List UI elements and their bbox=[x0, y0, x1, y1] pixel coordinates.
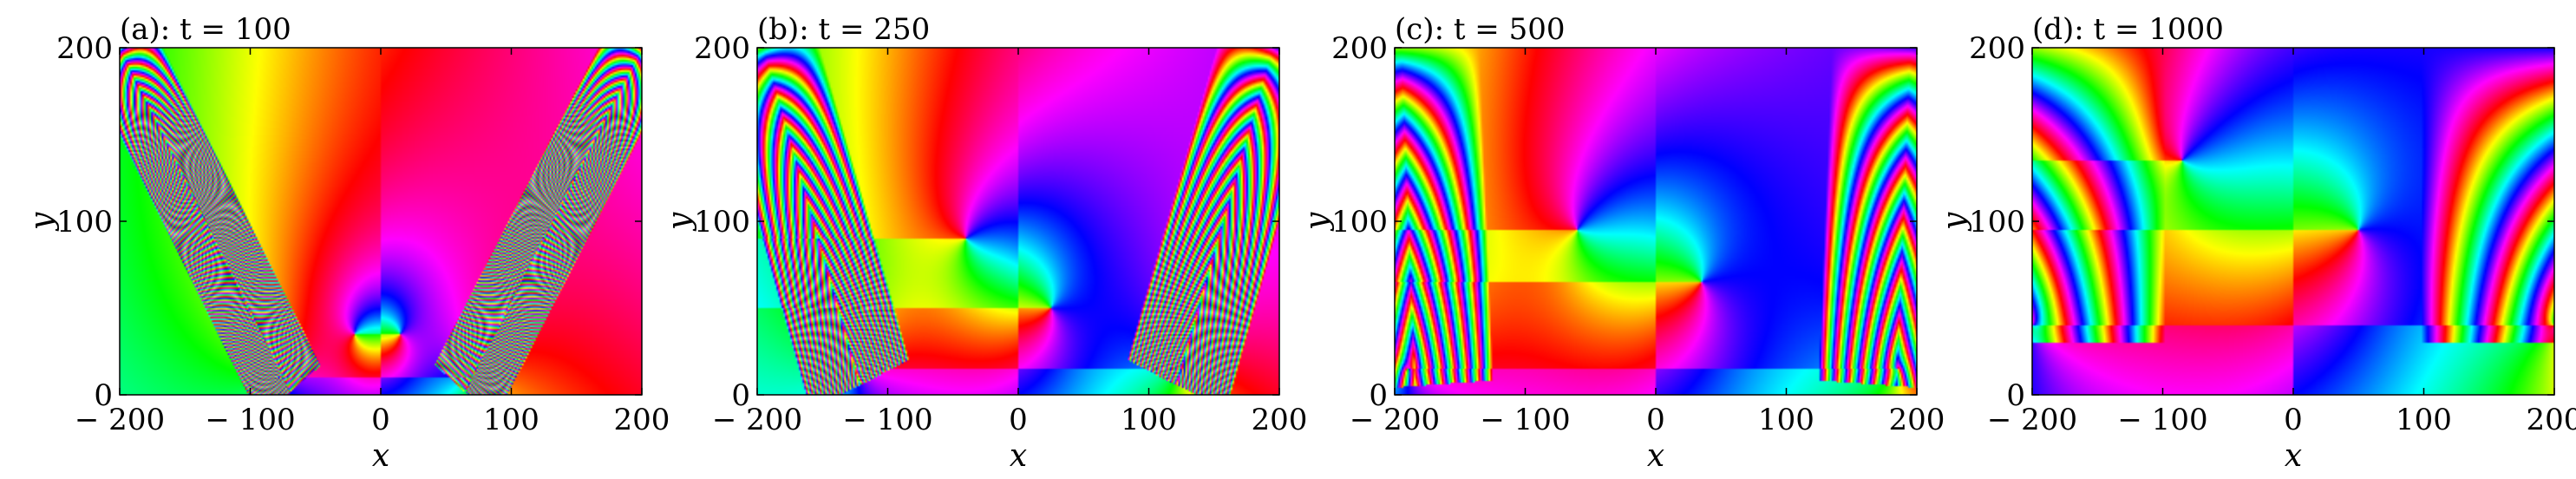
y-axis-label-2: y bbox=[662, 212, 697, 232]
x-tick-label-4-3: 0 bbox=[2284, 403, 2303, 437]
y-tick-label-4-2: 100 bbox=[1969, 205, 2025, 240]
x-tick-label-1-3: 0 bbox=[371, 403, 390, 437]
x-tick-label-2-3: 0 bbox=[1009, 403, 1028, 437]
x-axis-label-3: x bbox=[1647, 438, 1664, 474]
y-tick-label-3-3: 200 bbox=[1331, 31, 1388, 66]
x-tick-label-3-4: 100 bbox=[1758, 403, 1814, 437]
x-tick-label-4-1: − 200 bbox=[1987, 403, 2077, 437]
panel-title-4: (d): t = 1000 bbox=[2032, 12, 2224, 47]
y-tick-label-1-1: 0 bbox=[94, 378, 113, 413]
x-tick-label-2-5: 200 bbox=[1252, 403, 1308, 437]
phase-field-1 bbox=[120, 48, 642, 395]
phase-field-4 bbox=[2032, 48, 2554, 395]
y-tick-label-2-2: 100 bbox=[694, 205, 750, 240]
phase-field-2 bbox=[757, 48, 1279, 395]
x-tick-label-4-2: − 100 bbox=[2117, 403, 2207, 437]
y-tick-label-3-2: 100 bbox=[1331, 205, 1388, 240]
y-axis-label-1: y bbox=[24, 212, 60, 232]
y-tick-label-1-3: 200 bbox=[56, 31, 113, 66]
x-tick-label-2-2: − 100 bbox=[842, 403, 932, 437]
y-tick-label-2-3: 200 bbox=[694, 31, 750, 66]
x-tick-label-3-3: 0 bbox=[1646, 403, 1665, 437]
x-tick-label-1-1: − 200 bbox=[75, 403, 165, 437]
panel-title-3: (c): t = 500 bbox=[1395, 12, 1566, 47]
panel-title-2: (b): t = 250 bbox=[757, 12, 930, 47]
y-tick-label-4-3: 200 bbox=[1969, 31, 2025, 66]
y-tick-label-1-2: 100 bbox=[56, 205, 113, 240]
y-tick-label-4-1: 0 bbox=[2006, 378, 2025, 413]
y-tick-label-3-1: 0 bbox=[1369, 378, 1388, 413]
x-tick-label-4-5: 200 bbox=[2527, 403, 2576, 437]
x-tick-label-3-1: − 200 bbox=[1350, 403, 1440, 437]
phase-field-3 bbox=[1395, 48, 1917, 395]
y-axis-label-4: y bbox=[1937, 212, 1972, 232]
x-tick-label-3-5: 200 bbox=[1889, 403, 1945, 437]
y-tick-label-2-1: 0 bbox=[731, 378, 750, 413]
x-tick-label-1-2: − 100 bbox=[205, 403, 295, 437]
y-axis-label-3: y bbox=[1299, 212, 1335, 232]
x-tick-label-4-4: 100 bbox=[2396, 403, 2452, 437]
x-axis-label-4: x bbox=[2285, 438, 2302, 474]
x-axis-label-2: x bbox=[1010, 438, 1027, 474]
x-tick-label-1-4: 100 bbox=[483, 403, 539, 437]
x-tick-label-2-4: 100 bbox=[1121, 403, 1177, 437]
x-tick-label-1-5: 200 bbox=[614, 403, 670, 437]
panel-title-1: (a): t = 100 bbox=[120, 12, 291, 47]
x-axis-label-1: x bbox=[372, 438, 389, 474]
x-tick-label-2-1: − 200 bbox=[712, 403, 802, 437]
x-tick-label-3-2: − 100 bbox=[1480, 403, 1570, 437]
